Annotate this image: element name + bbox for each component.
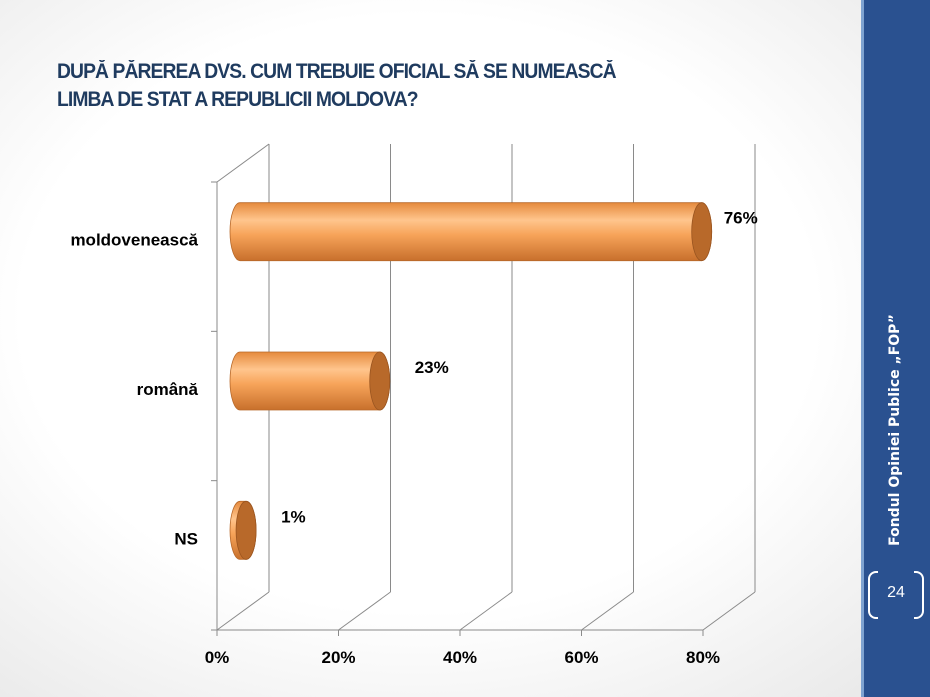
chart-labels: 0% 20% 40% 60% 80% 76% moldovenească 23% română 1… [70,209,757,667]
value-label-0: 76% [724,209,758,228]
slide-title-line-1: DUPĂ PĂREREA DVS. CUM TREBUIE OFICIAL SĂ… [57,60,617,83]
bar-2 [229,500,257,560]
gridline-floor-2 [459,591,513,631]
bar-body-0 [229,202,713,262]
bar-1 [229,351,391,411]
value-label-2: 1% [281,507,306,526]
slide-title-line-2: LIMBA DE STAT A REPUBLICII MOLDOVA? [57,88,419,111]
x-tick-label-4: 80% [686,648,720,667]
value-label-1: 23% [415,358,449,377]
bar-chart: 0% 20% 40% 60% 80% 76% moldovenească 23% română 1… [70,143,758,667]
bar-cap-1 [369,351,391,411]
bracket-right [914,571,924,619]
category-label-2: NS [174,529,198,548]
x-tick-label-3: 60% [564,648,598,667]
bar-cap-2 [235,500,257,560]
sidebar [861,0,930,697]
x-tick-label-1: 20% [321,648,355,667]
page-number-badge: 24 [866,571,926,619]
bar-0 [229,202,713,262]
bar-body-1 [229,351,391,411]
page-number: 24 [887,584,905,601]
gridline-floor-1 [338,591,391,631]
bracket-left [868,571,878,619]
chart-bars [229,202,713,560]
category-label-0: moldovenească [70,231,198,250]
category-label-1: română [137,380,199,399]
sidebar-organization-text: Fondul Opiniei Publice „FOP” [887,314,903,546]
x-tick-label-2: 40% [443,648,477,667]
gridline-floor-0 [216,591,270,631]
gridline-floor-4 [702,591,756,631]
sidebar-divider [861,0,864,697]
wall-top-edge [216,143,270,183]
slide-title: DUPĂ PĂREREA DVS. CUM TREBUIE OFICIAL SĂ… [57,58,756,114]
x-tick-label-0: 0% [205,648,230,667]
bar-cap-0 [691,202,713,262]
gridline-floor-3 [581,591,634,631]
